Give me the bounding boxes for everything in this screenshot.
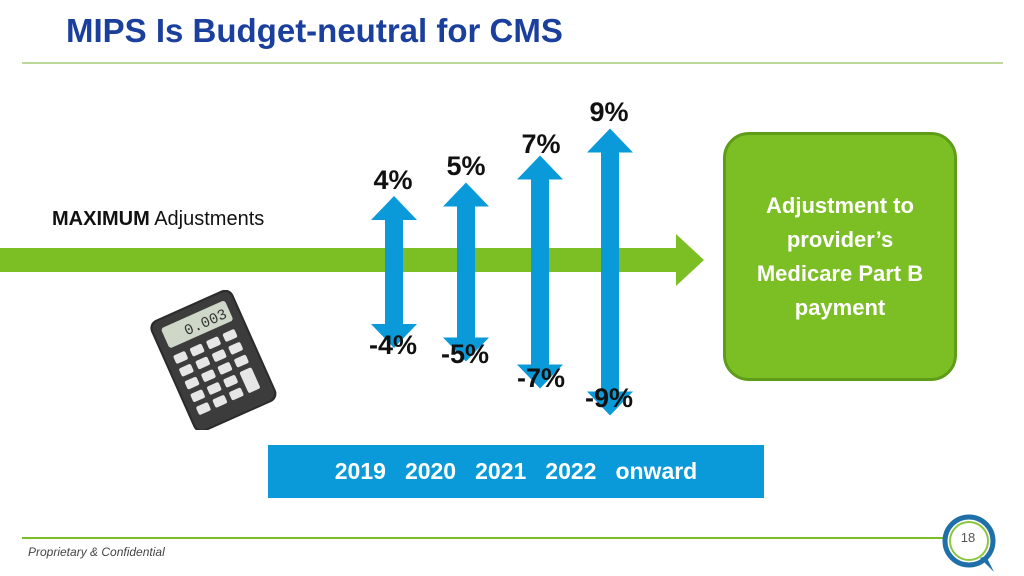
slide-title: MIPS Is Budget-neutral for CMS [66,12,563,49]
year-2020: 2020 [404,458,457,484]
arrow-shape-2020 [443,182,489,362]
page-number: 18 [960,530,976,545]
arrow-shape-2021 [517,155,563,389]
down-label-2019: -4% [368,330,417,360]
arrow-2020 [443,182,489,362]
adjustment-result-box: Adjustment to provider’s Medicare Part B… [723,132,957,381]
down-label-2020: -5% [440,339,489,369]
up-label-2019: 4% [373,165,413,195]
arrow-2019 [371,196,417,348]
arrow-2022 [587,128,633,416]
arrow-shape-2022 [587,128,633,416]
arrow-2021 [517,155,563,389]
up-label-2020: 5% [446,151,486,181]
maximum-label-rest: Adjustments [149,208,265,230]
footer-divider [22,537,952,539]
arrow-shape-2019 [371,196,417,348]
up-label-2022: 9% [589,97,629,127]
down-label-2021: -7% [516,363,565,393]
timeline-arrowhead [676,234,704,286]
title-divider [22,62,1003,64]
year-2019: 2019 [334,458,386,484]
years-bar: 2019 2020 2021 2022 onward [268,445,764,498]
year-onward: onward [615,458,698,484]
calculator-icon: 0.003 [150,290,277,430]
up-label-2021: 7% [521,129,561,159]
year-2021: 2021 [475,458,527,484]
down-label-2022: -9% [584,383,633,413]
year-2022: 2022 [545,458,597,484]
footer-text: Proprietary & Confidential [28,545,165,559]
timeline-band [0,248,678,272]
maximum-adjustments-label: MAXIMUM Adjustments [52,208,264,231]
maximum-label-emphasis: MAXIMUM [52,208,150,230]
speech-bubble-icon [942,514,996,572]
